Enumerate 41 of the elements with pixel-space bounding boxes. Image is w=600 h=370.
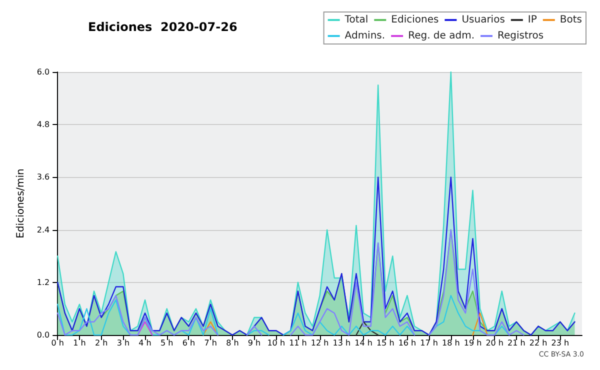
x-tick-label: 7 h bbox=[204, 338, 217, 348]
x-tick-label: 1 h bbox=[73, 338, 86, 348]
legend-label: Reg. de adm. bbox=[408, 30, 474, 42]
x-tick-label: 3 h bbox=[116, 338, 130, 348]
x-tick-label: 5 h bbox=[160, 338, 174, 348]
legend-label: Admins. bbox=[344, 30, 386, 42]
x-tick-label: 9 h bbox=[248, 338, 261, 348]
x-tick-label: 21 h bbox=[508, 338, 526, 348]
x-tick-label: 6 h bbox=[182, 338, 196, 348]
y-tick-label: 4.8 bbox=[36, 120, 50, 130]
y-tick-label: 1.2 bbox=[36, 278, 50, 287]
y-axis-title: Ediciones/min bbox=[16, 168, 26, 238]
x-tick-label: 8 h bbox=[226, 338, 239, 348]
x-tick-label: 2 h bbox=[94, 338, 108, 348]
x-tick-label: 13 h bbox=[332, 338, 351, 348]
x-tick-label: 19 h bbox=[464, 338, 482, 348]
x-tick-label: 10 h bbox=[267, 338, 286, 348]
chart-title: Ediciones 2020-07-26 bbox=[88, 20, 238, 34]
x-tick-label: 12 h bbox=[310, 338, 329, 348]
x-tick-label: 17 h bbox=[420, 338, 438, 348]
line-series bbox=[57, 176, 576, 336]
legend-label: Registros bbox=[497, 30, 544, 42]
y-tick-label: 6.0 bbox=[36, 68, 50, 76]
y-tick-label: 0.0 bbox=[36, 330, 50, 340]
y-tick-label: 3.6 bbox=[36, 172, 50, 182]
x-tick-label: 16 h bbox=[398, 338, 416, 348]
legend-label: IP bbox=[528, 14, 537, 26]
x-tick-label: 22 h bbox=[529, 338, 548, 348]
y-tick-label: 2.4 bbox=[36, 225, 50, 234]
x-tick-label: 18 h bbox=[442, 338, 460, 348]
x-tick-label: 20 h bbox=[486, 338, 504, 348]
legend-label: Total bbox=[344, 14, 368, 26]
legend-label: Ediciones bbox=[391, 14, 439, 26]
x-tick-label: 15 h bbox=[376, 338, 394, 348]
x-tick-label: 4 h bbox=[138, 338, 152, 348]
x-tick-label: 0 h bbox=[51, 338, 64, 348]
legend-label: Usuarios bbox=[462, 14, 505, 26]
x-tick-label: 23 h bbox=[551, 338, 570, 348]
x-tick-label: 11 h bbox=[289, 338, 307, 348]
legend-label: Bots bbox=[560, 14, 582, 26]
x-tick-label: 14 h bbox=[354, 338, 372, 348]
